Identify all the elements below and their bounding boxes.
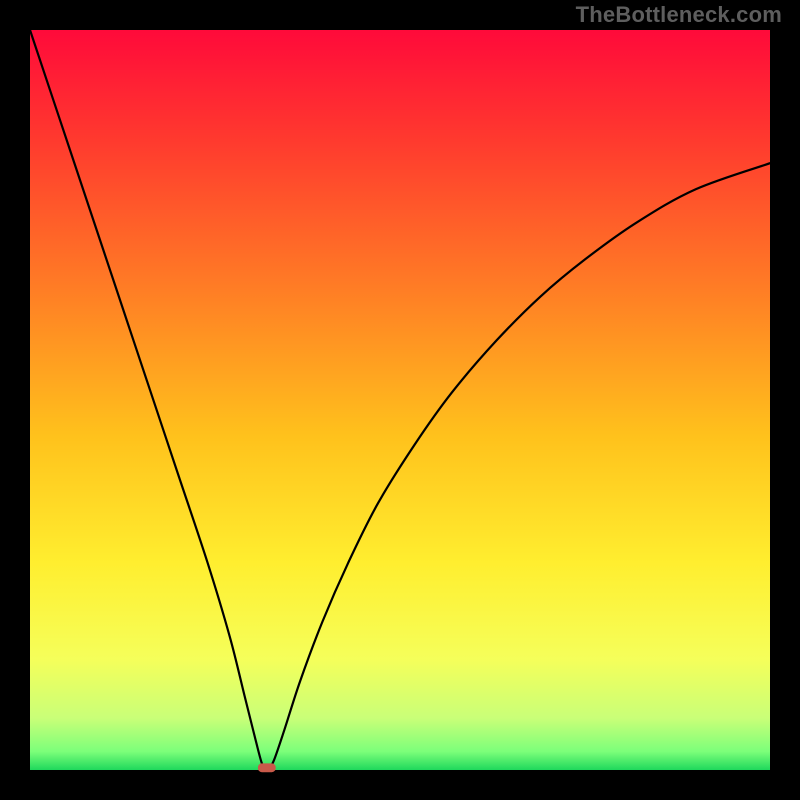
plot-background [30,30,770,770]
watermark-text: TheBottleneck.com [576,2,782,28]
minimum-marker [258,763,276,772]
chart-container: TheBottleneck.com [0,0,800,800]
chart-svg [0,0,800,800]
